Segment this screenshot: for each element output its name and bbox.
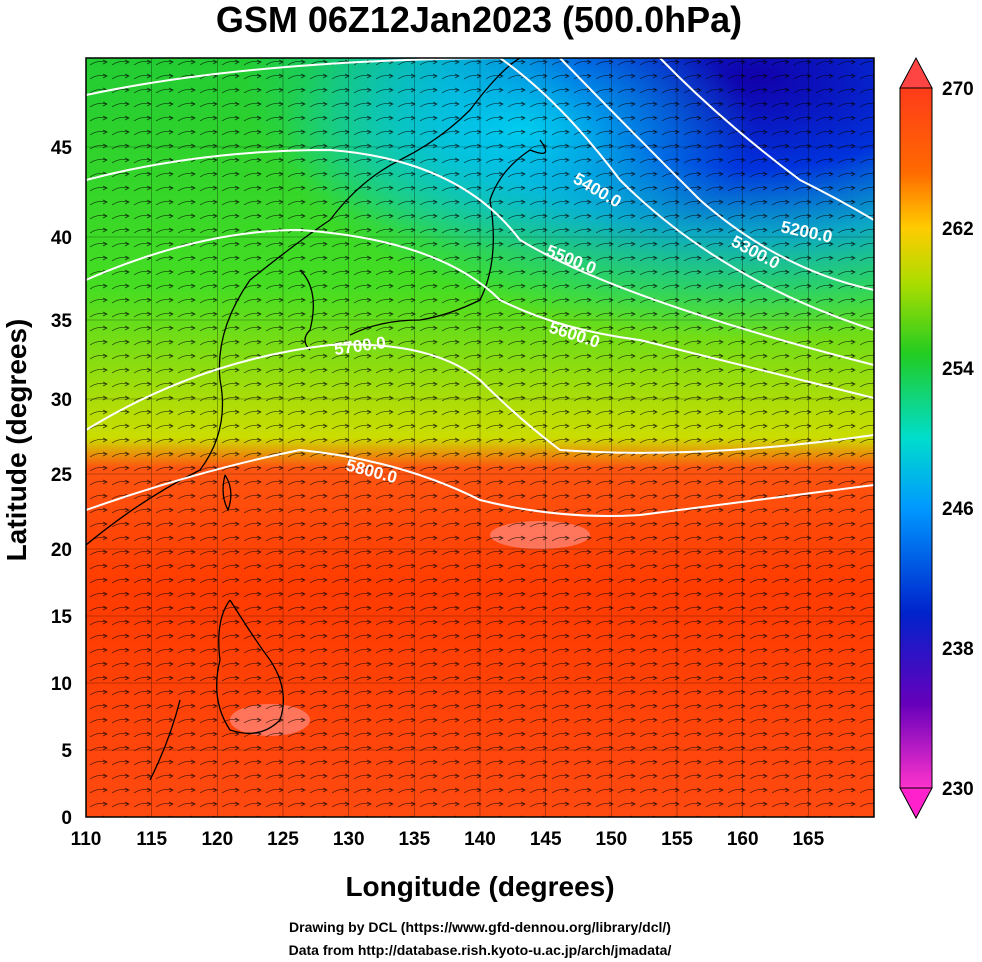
x-tick-label: 135 (398, 829, 430, 850)
colorbar-tick-label: 270 (942, 79, 974, 100)
grid-lines (86, 58, 874, 817)
x-tick-label: 150 (595, 829, 627, 850)
credit-line-drawing: Drawing by DCL (https://www.gfd-dennou.o… (289, 919, 671, 935)
colorbar-tick-label: 230 (942, 779, 974, 800)
x-tick-label: 155 (661, 829, 693, 850)
colorbar-top-arrow (899, 56, 933, 89)
y-tick-label: 5 (61, 741, 72, 762)
chart-title: GSM 06Z12Jan2023 (500.0hPa) (216, 0, 742, 40)
map-plot-area: 5200.0 5300.0 5400.0 5500.0 5600.0 5700.… (86, 58, 874, 817)
x-tick-label: 115 (136, 829, 167, 850)
x-tick-label: 140 (464, 829, 496, 850)
colorbar-tick-label: 238 (942, 639, 974, 660)
contour-5600 (86, 228, 874, 399)
map-frame (85, 57, 875, 818)
y-tick-label: 15 (51, 607, 73, 628)
colorbar-scale (899, 87, 933, 789)
x-tick-label: 125 (267, 829, 299, 850)
y-tick-label: 0 (61, 808, 72, 829)
x-tick-label: 145 (530, 829, 562, 850)
x-tick-label: 160 (727, 829, 759, 850)
contour-5500 (86, 148, 874, 366)
credit-line-data: Data from http://database.rish.kyoto-u.a… (289, 942, 672, 958)
contour-5400 (86, 58, 874, 331)
contour-5300 (559, 58, 874, 291)
y-tick-label: 40 (51, 228, 72, 249)
x-tick-label: 120 (201, 829, 233, 850)
y-tick-label: 30 (51, 390, 72, 411)
colorbar-bottom-arrow (899, 787, 933, 820)
x-tick-label: 110 (71, 829, 102, 850)
contour-5700 (86, 343, 874, 454)
y-tick-label: 35 (51, 311, 73, 332)
y-axis: 0 5 10 15 20 25 30 35 40 45 Latitude (de… (1, 138, 72, 829)
y-tick-label: 45 (51, 138, 73, 159)
colorbar-tick-label: 246 (942, 499, 974, 520)
contour-5800 (86, 448, 874, 517)
colorbar-tick-label: 254 (942, 359, 974, 380)
colorbar-tick-label: 262 (942, 219, 974, 240)
colorbar: 270 262 254 246 238 230 (899, 56, 974, 820)
x-tick-label: 165 (792, 829, 824, 850)
x-tick-label: 130 (333, 829, 365, 850)
y-tick-label: 20 (51, 540, 72, 561)
y-axis-label: Latitude (degrees) (1, 319, 32, 562)
contour-5200 (659, 58, 874, 221)
y-tick-label: 10 (51, 674, 72, 695)
y-tick-label: 25 (51, 465, 73, 486)
height-contours (86, 58, 874, 517)
x-axis-label: Longitude (degrees) (345, 871, 614, 902)
x-axis: 110 115 120 125 130 135 140 145 150 155 … (71, 829, 825, 902)
coastlines (86, 58, 547, 781)
